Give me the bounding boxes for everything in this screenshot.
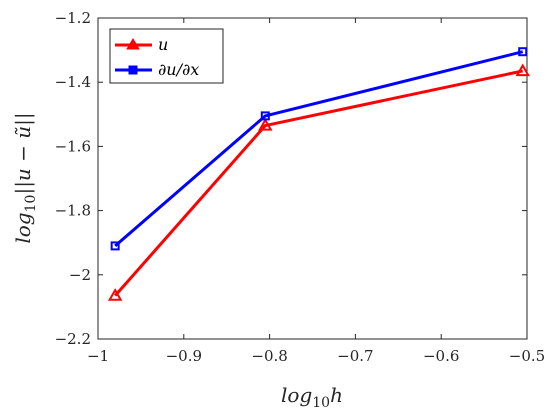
y-tick-label: −1.6 — [55, 137, 91, 155]
x-tick-label: −0.6 — [423, 347, 459, 365]
series-1 — [110, 47, 528, 251]
series-0 — [107, 63, 530, 301]
data-point — [515, 63, 530, 77]
data-point — [260, 111, 270, 121]
y-tick-label: −2.2 — [55, 330, 91, 348]
series-line — [114, 69, 524, 297]
y-tick-label: −1.8 — [55, 202, 91, 220]
legend-entry: ∂u/∂x — [115, 60, 199, 79]
y-axis-title: log10||u − ũ|| — [11, 112, 39, 243]
series-layer — [107, 47, 530, 301]
data-point — [518, 47, 528, 57]
legend: u ∂u/∂x — [109, 28, 224, 84]
data-point — [110, 241, 120, 251]
x-tick-label: −0.5 — [509, 347, 545, 365]
data-point — [107, 288, 123, 301]
legend-label: ∂u/∂x — [158, 60, 199, 79]
x-tick-label: −0.7 — [337, 347, 373, 365]
y-tick-label: −2 — [69, 266, 91, 284]
y-tick-label: −1.4 — [55, 73, 91, 91]
axis-ticks — [97, 17, 528, 340]
x-tick-label: −0.9 — [166, 347, 202, 365]
series-line — [114, 50, 524, 248]
legend-marker — [126, 38, 140, 50]
legend-entry: u — [115, 35, 168, 54]
x-tick-label: −0.8 — [251, 347, 287, 365]
x-axis-title: log10h — [281, 383, 343, 411]
legend-label: u — [158, 35, 168, 54]
y-tick-label: −1.2 — [55, 9, 91, 27]
x-tick-label: −1 — [87, 347, 109, 365]
data-point — [258, 118, 273, 131]
axis-tick-labels: −1 −0.9 −0.8 −0.7 −0.6 −0.5 −1.2 −1.4 −1.6 −1.8 −2… — [55, 9, 546, 365]
legend-marker — [128, 65, 138, 75]
